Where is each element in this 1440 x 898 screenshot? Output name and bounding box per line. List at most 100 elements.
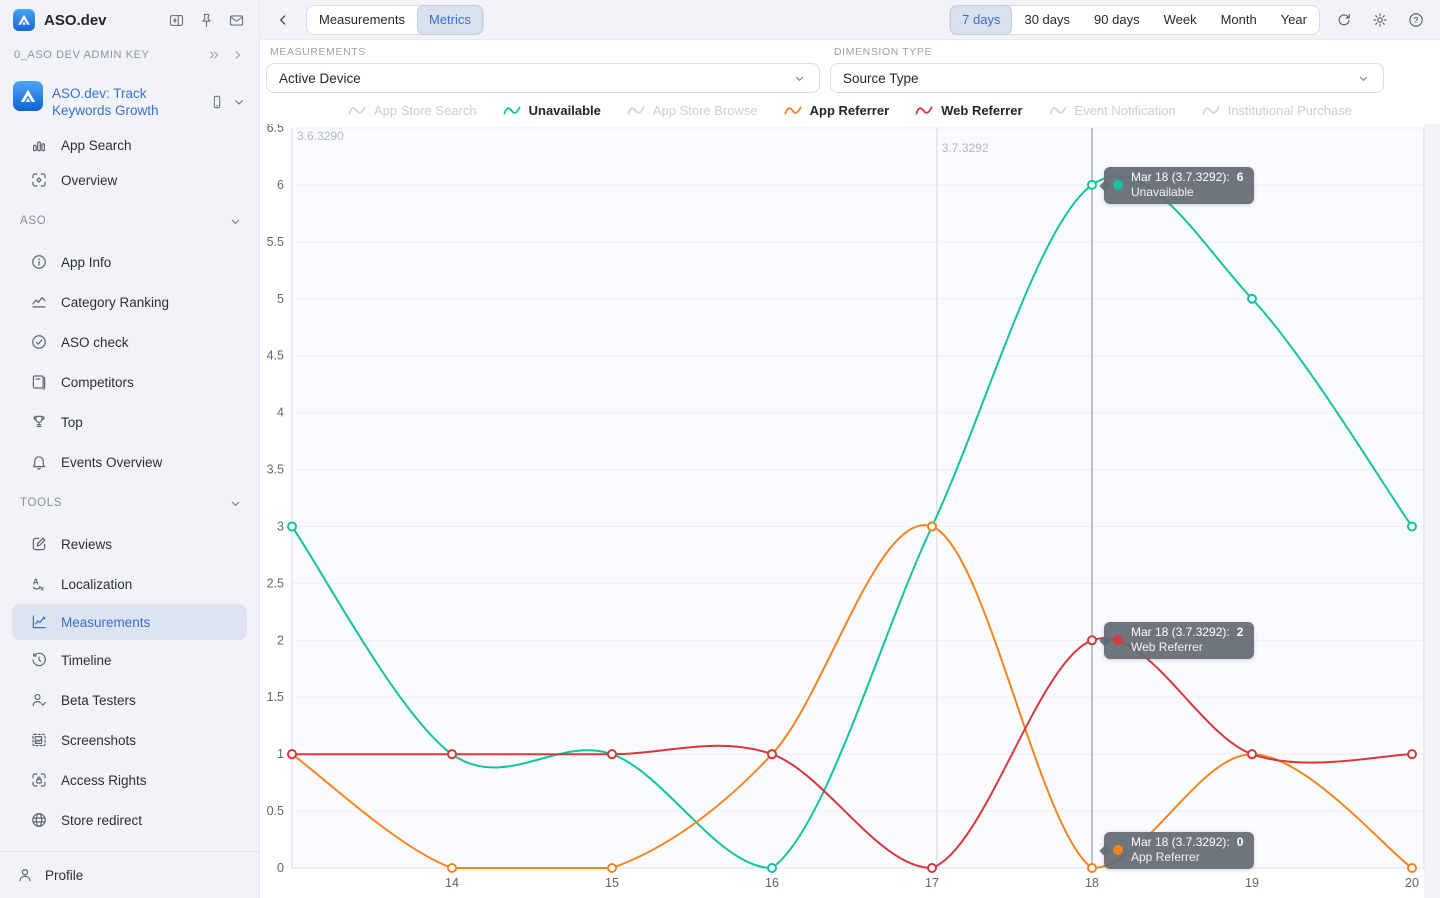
legend-item-event-notification[interactable]: Event Notification	[1048, 103, 1176, 118]
svg-text:20: 20	[1405, 876, 1419, 890]
sidebar-item-store-redirect[interactable]: Store redirect	[0, 800, 259, 840]
brand-title: ASO.dev	[44, 11, 107, 29]
tooltip-series-dot	[1113, 635, 1123, 645]
sidebar-item-label: Events Overview	[61, 454, 163, 470]
sidebar-item-category-ranking[interactable]: Category Ranking	[0, 282, 259, 322]
range-30-days[interactable]: 30 days	[1024, 12, 1071, 27]
help-button[interactable]: ?	[1404, 8, 1428, 32]
sidebar-section-aso[interactable]: ASO	[0, 200, 259, 242]
series-wave-icon	[915, 104, 933, 117]
legend-item-unavailable[interactable]: Unavailable	[503, 103, 601, 118]
info-icon	[32, 255, 46, 269]
data-point	[1087, 863, 1097, 873]
sidebar-item-label: Localization	[61, 576, 133, 592]
legend-item-app-store-search[interactable]: App Store Search	[348, 103, 477, 118]
legend-label: Web Referrer	[941, 102, 1023, 118]
data-point	[927, 521, 937, 532]
legend-item-web-referrer[interactable]: Web Referrer	[915, 102, 1023, 118]
svg-text:5.5: 5.5	[267, 235, 284, 249]
sidebar-item-beta-testers[interactable]: Beta Testers	[0, 680, 259, 720]
book-icon	[32, 375, 46, 390]
svg-text:5: 5	[277, 292, 284, 306]
series-wave-icon	[627, 104, 645, 117]
refresh-button[interactable]	[1332, 8, 1356, 32]
chevron-down-icon[interactable]	[231, 94, 247, 110]
settings-button[interactable]	[1368, 8, 1392, 32]
translate-icon: Ax	[33, 577, 45, 592]
sidebar-item-timeline[interactable]: Timeline	[0, 640, 259, 680]
dimension-type-select[interactable]: Source Type	[830, 63, 1384, 93]
legend-item-institutional-purchase[interactable]: Institutional Purchase	[1202, 103, 1352, 118]
sidebar-item-screenshots[interactable]: Screenshots	[0, 720, 259, 760]
data-point	[287, 521, 297, 532]
legend-label: App Store Browse	[652, 102, 758, 118]
back-button[interactable]	[272, 9, 294, 31]
data-point	[1087, 635, 1097, 646]
chevron-right-icon[interactable]	[231, 48, 245, 62]
sidebar-item-profile[interactable]: Profile	[0, 851, 259, 898]
measurements-chart[interactable]: 0 0.5 1 1.5 2 2.5 3 3.5 4 4.5 5 5.5 6 6.5 14 15 16 17 18 19…	[260, 124, 1440, 898]
tooltip-series-name: Unavailable	[1131, 185, 1194, 199]
chart-line-icon	[32, 296, 46, 308]
sidebar-item-label: Measurements	[61, 614, 151, 630]
sidebar-item-competitors[interactable]: Competitors	[0, 362, 259, 402]
sidebar-section-tools[interactable]: TOOLS	[0, 482, 259, 524]
sidebar-item-reviews[interactable]: Reviews	[0, 524, 259, 564]
svg-text:3: 3	[277, 519, 284, 533]
range-month[interactable]: Month	[1220, 12, 1257, 27]
sidebar-item-measurements[interactable]: Measurements	[12, 604, 247, 640]
range-week[interactable]: Week	[1163, 12, 1197, 27]
measurements-select[interactable]: Active Device	[266, 63, 820, 93]
topbar: Measurements Metrics 7 days 30 days 90 days…	[260, 0, 1440, 40]
legend-item-app-store-browse[interactable]: App Store Browse	[627, 103, 758, 118]
double-chevron-right-icon[interactable]	[207, 48, 221, 62]
series-wave-icon	[1202, 104, 1220, 117]
svg-text:16: 16	[765, 876, 779, 890]
chart-tooltip-web-referrer: Mar 18 (3.7.3292): 2 Web Referrer	[1099, 622, 1255, 659]
sidebar-item-overview[interactable]: Overview	[0, 160, 259, 200]
dimension-select-value: Source Type	[843, 70, 919, 86]
app-row[interactable]: ASO.dev: Track Keywords Growth	[0, 74, 259, 130]
tab-metrics[interactable]: Metrics	[416, 4, 483, 35]
sidebar-item-access-rights[interactable]: Access Rights	[0, 760, 259, 800]
data-point	[607, 749, 617, 760]
profile-label: Profile	[45, 867, 84, 883]
sidebar-item-label: Beta Testers	[61, 692, 136, 708]
chart-tooltip-app-referrer: Mar 18 (3.7.3292): 0 App Referrer	[1099, 832, 1255, 869]
svg-text:18: 18	[1085, 876, 1099, 890]
series-web-referrer[interactable]	[287, 635, 1417, 873]
admin-key-label: 0_ASO DEV ADMIN KEY	[14, 49, 150, 61]
svg-text:14: 14	[445, 876, 459, 890]
lock-scan-icon	[32, 773, 46, 787]
svg-text:?: ?	[1413, 15, 1418, 24]
sidebar-item-events-overview[interactable]: Events Overview	[0, 442, 259, 482]
section-label: ASO	[20, 215, 47, 227]
user-icon	[16, 866, 34, 884]
aso-dev-logo	[13, 9, 35, 31]
admin-key-row[interactable]: 0_ASO DEV ADMIN KEY	[0, 40, 259, 70]
range-year[interactable]: Year	[1280, 12, 1307, 27]
pin-icon[interactable]	[198, 12, 215, 29]
sidebar-item-aso-check[interactable]: ASO check	[0, 322, 259, 362]
sidebar-item-label: Top	[61, 414, 83, 430]
sidebar-item-label: Competitors	[61, 374, 134, 390]
data-point	[767, 863, 777, 873]
mail-icon[interactable]	[228, 12, 245, 29]
range-7-days[interactable]: 7 days	[950, 4, 1013, 35]
tab-measurements[interactable]: Measurements	[319, 12, 405, 27]
svg-text:15: 15	[605, 876, 619, 890]
sidebar-item-app-search[interactable]: App Search	[0, 130, 259, 160]
sidebar: ASO.dev 0_ASO DEV ADMIN KEY ASO.dev: Tra…	[0, 0, 260, 898]
sidebar-item-label: App Search	[61, 137, 132, 153]
series-wave-icon	[348, 104, 366, 117]
legend-item-app-referrer[interactable]: App Referrer	[784, 103, 889, 118]
svg-text:A: A	[33, 577, 39, 586]
range-90-days[interactable]: 90 days	[1094, 12, 1140, 27]
sidebar-item-app-info[interactable]: App Info	[0, 242, 259, 282]
collapse-sidebar-icon[interactable]	[168, 12, 185, 29]
svg-text:3.7.3292: 3.7.3292	[942, 141, 989, 155]
sidebar-item-top[interactable]: Top	[0, 402, 259, 442]
chart-area: 0 0.5 1 1.5 2 2.5 3 3.5 4 4.5 5 5.5 6 6.5 14 15 16 17 18 19…	[260, 124, 1440, 898]
